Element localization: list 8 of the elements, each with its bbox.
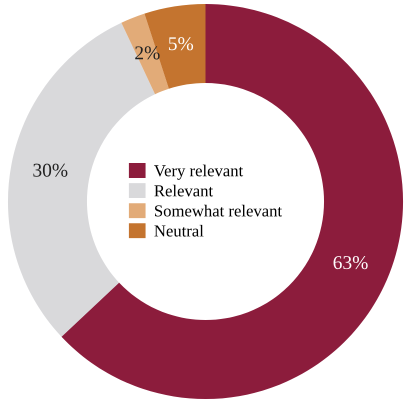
data-label: 30% (33, 164, 68, 177)
legend-label: Relevant (154, 184, 214, 196)
legend-label: Somewhat relevant (155, 204, 282, 217)
data-label: 5% (168, 37, 194, 50)
data-label: 63% (334, 256, 368, 270)
legend-label: Very relevant (154, 164, 244, 180)
legend-label: Neutral (154, 224, 204, 237)
data-label: 2% (135, 46, 160, 60)
